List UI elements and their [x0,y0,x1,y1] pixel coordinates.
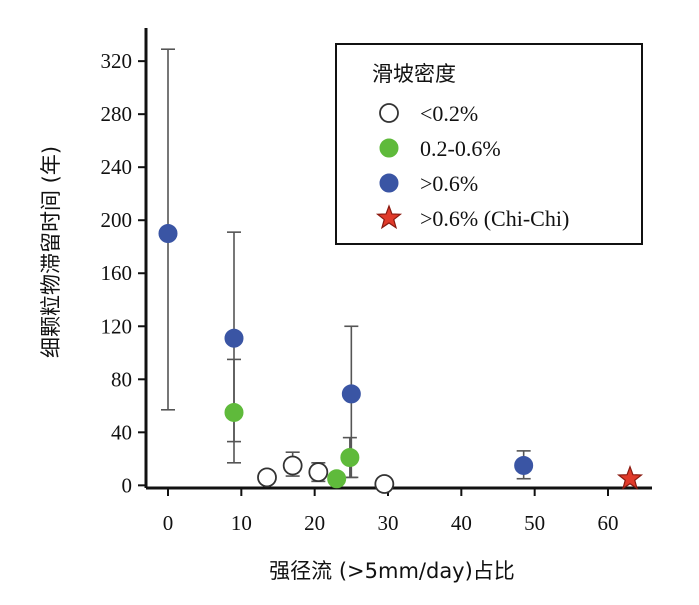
y-tick-label: 40 [111,420,132,444]
y-tick-label: 320 [101,49,133,73]
data-point [327,469,347,489]
data-point [257,467,277,488]
legend-label: >0.6% [420,171,478,196]
legend-marker [379,103,399,123]
data-point [224,328,244,348]
x-tick-label: 30 [378,511,399,535]
ticks: 0 10 20 30 40 50 60 0 40 80 120 160 200 240 280 320 [101,49,619,535]
legend-title: 滑坡密度 [372,62,456,86]
y-tick-label: 160 [101,261,133,285]
y-axis-title: 细颗粒物滞留时间 (年) [39,146,63,358]
legend: 滑坡密度 <0.2% 0.2-0.6% >0.6% >0.6% (Chi-Chi) [335,43,643,245]
x-tick-label: 20 [304,511,325,535]
data-point [158,223,178,243]
legend-marker [379,138,399,158]
data-point [308,462,329,482]
legend-marker [379,173,399,193]
data-point [224,402,244,422]
data-point [616,464,644,490]
y-tick-label: 240 [101,155,133,179]
y-tick-label: 0 [122,473,133,497]
y-tick-label: 200 [101,208,133,232]
x-tick-label: 40 [451,511,472,535]
data-points [158,223,644,494]
legend-marker [375,204,403,230]
axes [144,28,652,490]
legend-label: 0.2-0.6% [420,136,501,161]
x-axis-title: 强径流 (>5mm/day)占比 [269,559,515,583]
y-tick-label: 280 [101,102,133,126]
x-tick-label: 60 [598,511,619,535]
x-tick-label: 50 [524,511,545,535]
data-point [282,455,303,476]
y-tick-label: 120 [101,314,133,338]
data-point [514,455,534,475]
data-point [374,474,395,494]
legend-label: <0.2% [420,101,478,126]
legend-entries: <0.2% 0.2-0.6% >0.6% >0.6% (Chi-Chi) [375,101,569,231]
data-point [341,384,361,404]
data-point [340,448,360,468]
legend-label: >0.6% (Chi-Chi) [420,206,569,231]
x-tick-label: 0 [163,511,174,535]
y-tick-label: 80 [111,367,132,391]
x-tick-label: 10 [231,511,252,535]
